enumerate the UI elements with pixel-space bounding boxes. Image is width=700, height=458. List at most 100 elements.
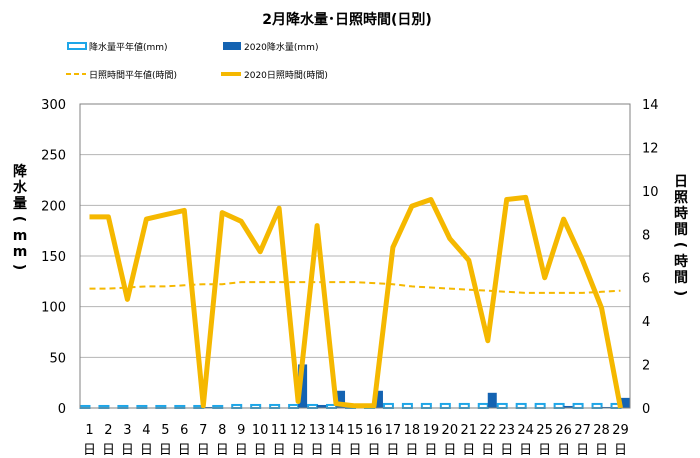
y-tick-label: 300: [41, 98, 66, 113]
x-tick-label: 5: [161, 423, 169, 438]
x-tick-day-label: 日: [235, 443, 248, 458]
normal-precip-bar: [496, 402, 508, 409]
chart-title: 2月降水量･日照時間(日別): [262, 11, 432, 28]
x-tick-label: 28: [593, 423, 610, 438]
x-tick-day-label: 日: [121, 443, 134, 458]
legend-label-normal-sunshine: 日照時間平年値(時間): [89, 69, 177, 81]
right-axis-title-char: 照: [674, 190, 688, 206]
normal-precip-bar: [382, 402, 394, 409]
x-tick-label: 2: [104, 423, 112, 438]
x-tick-day-label: 日: [254, 443, 267, 458]
x-tick-day-label: 日: [367, 443, 380, 458]
x-tick-label: 20: [442, 423, 459, 438]
right-axis-title-char: 時: [674, 253, 688, 270]
x-tick-day-label: 日: [348, 443, 361, 458]
sunshine-2020-line: [89, 194, 623, 409]
x-tick-day-label: 日: [462, 443, 475, 458]
x-tick-label: 21: [461, 423, 478, 438]
x-tick-day-label: 日: [197, 443, 210, 458]
x-tick-label: 3: [123, 423, 131, 438]
normal-precip-bar: [534, 402, 546, 409]
x-tick-day-label: 日: [595, 443, 608, 458]
x-tick-label: 29: [612, 423, 629, 438]
x-tick-day-label: 日: [405, 443, 418, 458]
legend-label-2020-precip: 2020降水量(mm): [244, 41, 318, 53]
x-tick-label: 8: [218, 423, 226, 438]
precip-2020-bar: [563, 405, 573, 408]
y2-tick-label: 12: [642, 141, 659, 156]
x-tick-label: 13: [309, 423, 326, 438]
legend: 降水量平年値(mm) 2020降水量(mm) 日照時間平年値(時間) 2020日…: [66, 41, 328, 81]
left-axis-title-char: m: [13, 244, 28, 260]
x-tick-day-label: 日: [159, 443, 172, 458]
normal-sunshine-line: [89, 281, 621, 294]
right-axis-title-char: 日: [674, 174, 688, 190]
x-tick-label: 11: [271, 423, 288, 438]
left-axis-title-char: 降: [13, 163, 28, 180]
x-tick-label: 4: [142, 423, 150, 438]
y-tick-label: 200: [41, 199, 66, 214]
normal-precip-bar: [591, 402, 603, 409]
y2-tick-label: 2: [642, 359, 650, 374]
x-tick-label: 10: [252, 423, 269, 438]
x-tick-label: 9: [237, 423, 245, 438]
precip-2020-bar: [601, 406, 611, 408]
x-tick-day-label: 日: [140, 443, 153, 458]
right-axis-title: 日照時間 (時間): [672, 174, 688, 296]
x-tick-day-label: 日: [386, 443, 399, 458]
legend-swatch-2020-precip: [223, 42, 241, 50]
x-tick-day-label: 日: [292, 443, 305, 458]
y-tick-label: 250: [41, 149, 66, 164]
x-tick-label: 19: [423, 423, 440, 438]
precip-2020-bar: [373, 390, 383, 408]
normal-precip-bar: [420, 402, 432, 409]
normal-precip-bar: [477, 402, 489, 409]
left-axis-title-char: ): [11, 264, 27, 270]
x-tick-label: 16: [366, 423, 383, 438]
x-tick-day-label: 日: [311, 443, 324, 458]
x-tick-day-label: 日: [424, 443, 437, 458]
x-tick-label: 14: [328, 423, 345, 438]
y2-tick-label: 14: [642, 98, 659, 113]
x-tick-day-label: 日: [443, 443, 456, 458]
right-axis-title-char: 間: [674, 222, 688, 238]
y2-tick-label: 0: [642, 402, 650, 417]
precip-2020-bar: [317, 404, 327, 408]
x-tick-day-label: 日: [538, 443, 551, 458]
x-tick-day-label: 日: [614, 443, 627, 458]
y-tick-label: 150: [41, 250, 66, 265]
precip-2020-bars: [203, 364, 630, 408]
x-tick-label: 6: [180, 423, 188, 438]
x-tick-label: 1: [85, 423, 93, 438]
precip-2020-bar: [620, 397, 630, 408]
right-axis-title-char: ): [672, 290, 688, 296]
x-tick-day-label: 日: [500, 443, 513, 458]
precip-2020-bar: [336, 390, 346, 408]
x-tick-label: 25: [536, 423, 553, 438]
x-tick-day-label: 日: [557, 443, 570, 458]
x-tick-day-label: 日: [178, 443, 191, 458]
right-axis-title-char: (: [672, 242, 688, 248]
left-axis-title-char: 量: [13, 196, 27, 212]
y-tick-label: 50: [49, 351, 66, 366]
y2-tick-label: 10: [642, 185, 659, 200]
x-tick-label: 22: [479, 423, 496, 438]
y-tick-label: 100: [41, 301, 66, 316]
left-axis-title-char: (: [11, 216, 27, 222]
y-tick-label: 0: [58, 402, 66, 417]
left-axis-title-char: m: [13, 228, 28, 244]
normal-precip-bar: [401, 402, 413, 409]
y2-tick-label: 4: [642, 315, 650, 330]
x-tick-day-label: 日: [330, 443, 343, 458]
legend-swatch-normal-precip: [67, 42, 87, 50]
legend-label-normal-precip: 降水量平年値(mm): [89, 41, 168, 53]
precip-2020-bar: [298, 364, 308, 408]
right-axis-title-char: 間: [674, 270, 688, 286]
x-tick-label: 7: [199, 423, 207, 438]
x-tick-day-label: 日: [216, 443, 229, 458]
x-tick-day-label: 日: [576, 443, 589, 458]
x-tick-label: 24: [517, 423, 534, 438]
y2-tick-label: 8: [642, 228, 650, 243]
x-tick-day-label: 日: [273, 443, 286, 458]
